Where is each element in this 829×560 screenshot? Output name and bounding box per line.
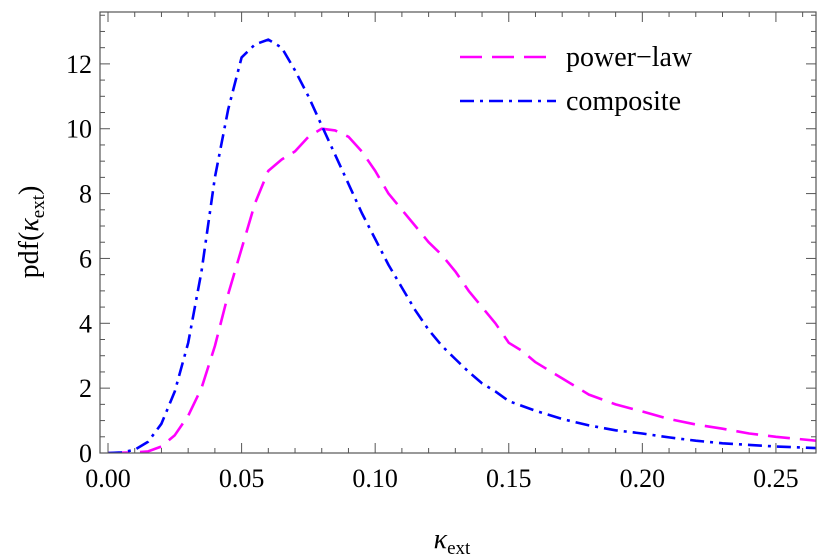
y-tick-label: 8 (79, 180, 92, 209)
x-tick-label: 0.00 (85, 464, 131, 493)
series-line-power-law (107, 127, 816, 453)
y-tick-label: 6 (79, 244, 92, 273)
x-tick-label: 0.05 (219, 464, 265, 493)
y-tick-label: 12 (66, 50, 92, 79)
y-axis-title: pdf(κext) (14, 186, 49, 279)
x-tick-label: 0.10 (352, 464, 398, 493)
ticks-layer: 0.00 0.05 0.10 0.15 0.20 0.25 0 2 4 6 8 10 12 (66, 12, 816, 493)
x-axis-title: κext (434, 524, 471, 559)
y-tick-label: 10 (66, 115, 92, 144)
x-tick-label: 0.20 (620, 464, 666, 493)
legend-label-composite: composite (566, 86, 681, 117)
legend: power−law composite (460, 42, 693, 117)
x-tick-label: 0.15 (486, 464, 532, 493)
plot-frame (99, 11, 817, 454)
y-tick-label: 2 (79, 374, 92, 403)
y-tick-label: 0 (79, 439, 92, 468)
y-tick-label: 4 (79, 309, 92, 338)
series-layer (107, 38, 816, 453)
legend-label-power-law: power−law (566, 42, 693, 73)
x-tick-label: 0.25 (753, 464, 799, 493)
series-line-composite (107, 38, 816, 453)
